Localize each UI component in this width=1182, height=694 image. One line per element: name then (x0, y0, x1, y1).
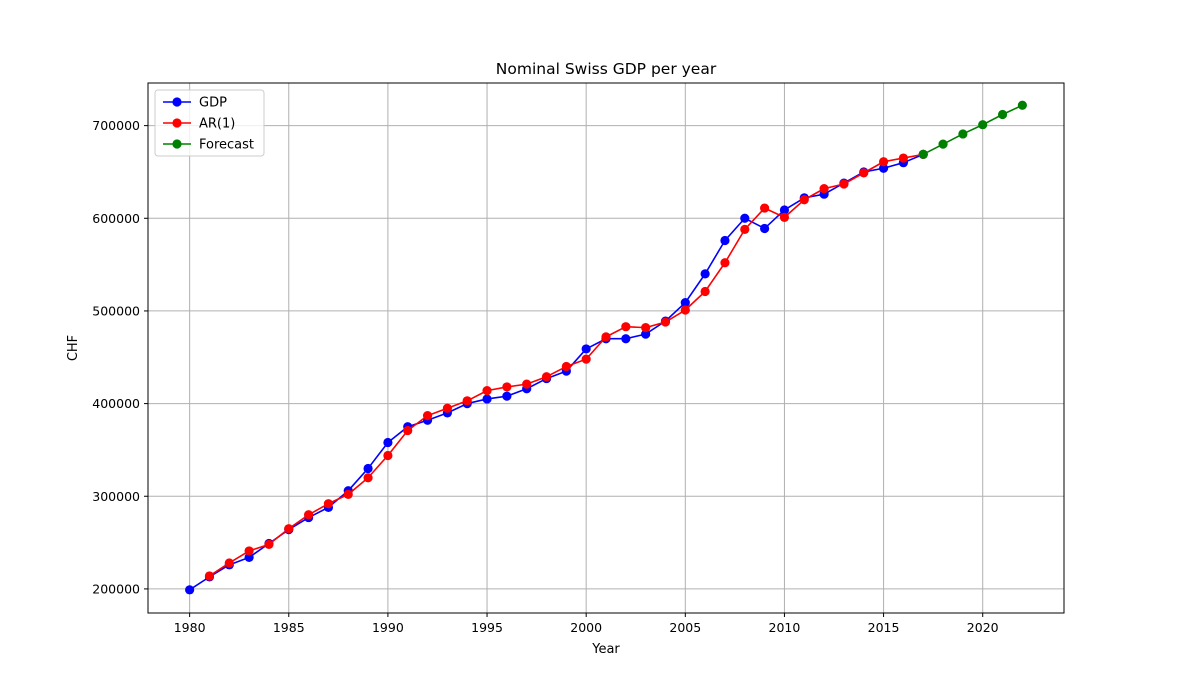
data-point (978, 120, 988, 130)
legend-label: AR(1) (199, 117, 235, 132)
data-point (760, 203, 770, 213)
data-point (462, 396, 472, 406)
legend-label: GDP (199, 96, 227, 111)
y-tick-label: 500000 (92, 303, 140, 318)
data-point (720, 235, 730, 246)
x-tick-label: 1995 (471, 620, 503, 635)
data-point (740, 224, 750, 234)
data-point (185, 585, 195, 595)
legend-label: Forecast (199, 138, 254, 153)
data-point (819, 184, 829, 194)
data-point (1017, 100, 1027, 110)
legend-entry: Forecast (163, 138, 254, 153)
legend: GDP AR(1) Forecast (154, 89, 265, 157)
x-tick-label: 2010 (769, 620, 801, 635)
legend-entry: AR(1) (163, 117, 235, 132)
data-point (403, 425, 413, 436)
legend-marker (172, 139, 182, 149)
ticks: 1980 1985 1990 1995 2000 2005 2010 2015 2020 2000… (92, 118, 998, 635)
data-point (938, 139, 948, 149)
data-point (343, 489, 353, 499)
x-tick-label: 1980 (174, 620, 206, 635)
data-point (680, 297, 690, 308)
data-point (383, 450, 393, 461)
x-tick-label: 2015 (868, 620, 900, 635)
data-point (541, 372, 552, 382)
legend-frame (154, 89, 265, 157)
y-tick-label: 600000 (92, 211, 140, 226)
y-tick-label: 700000 (92, 118, 140, 133)
series-layer (185, 100, 1027, 595)
data-point (660, 317, 671, 327)
data-point (323, 499, 334, 509)
data-point (244, 546, 254, 556)
data-point (799, 195, 809, 205)
data-point (641, 323, 651, 333)
data-point (779, 205, 790, 215)
data-point (363, 463, 373, 474)
data-point (284, 524, 294, 534)
data-point (482, 394, 492, 404)
x-tick-label: 2005 (669, 620, 701, 635)
x-axis-label: Year (591, 642, 620, 657)
y-tick-label: 400000 (92, 396, 140, 411)
data-point (878, 163, 889, 173)
data-point (581, 344, 591, 354)
data-point (740, 213, 750, 223)
data-point (383, 437, 393, 448)
data-point (997, 109, 1008, 120)
x-tick-label: 2000 (570, 620, 602, 635)
data-point (720, 258, 730, 268)
data-point (442, 403, 452, 413)
x-tick-label: 2020 (967, 620, 999, 635)
data-point (621, 334, 631, 344)
data-point (898, 153, 909, 163)
data-point (760, 223, 770, 234)
x-tick-label: 1985 (273, 620, 305, 635)
data-point (522, 379, 532, 389)
data-point (224, 558, 234, 568)
data-point (581, 354, 591, 364)
data-point (303, 510, 314, 520)
data-point (204, 571, 215, 581)
y-tick-label: 300000 (92, 489, 140, 504)
data-point (958, 129, 968, 139)
data-point (561, 361, 571, 372)
data-point (482, 386, 492, 396)
data-point (621, 322, 631, 332)
data-point (264, 539, 274, 550)
x-tick-label: 1990 (372, 620, 404, 635)
data-point (680, 305, 690, 315)
data-point (244, 552, 254, 563)
data-point (502, 382, 512, 392)
data-point (859, 168, 869, 178)
data-point (878, 157, 889, 167)
data-point (641, 329, 651, 339)
legend-marker (172, 97, 182, 107)
data-point (700, 286, 710, 297)
plot-frame (147, 82, 1065, 614)
data-point (502, 391, 512, 401)
y-axis-label: CHF (66, 335, 81, 361)
series-1 (204, 149, 928, 581)
legend-entry: GDP (163, 96, 227, 111)
data-point (839, 179, 849, 189)
data-point (363, 473, 373, 483)
data-point (700, 269, 710, 279)
chart-title: Nominal Swiss GDP per year (496, 60, 717, 78)
data-point (601, 332, 611, 342)
data-point (422, 411, 433, 421)
y-tick-label: 200000 (92, 581, 140, 596)
data-point (918, 149, 928, 159)
series-2 (918, 100, 1027, 159)
data-point (779, 212, 790, 222)
legend-marker (172, 118, 182, 128)
